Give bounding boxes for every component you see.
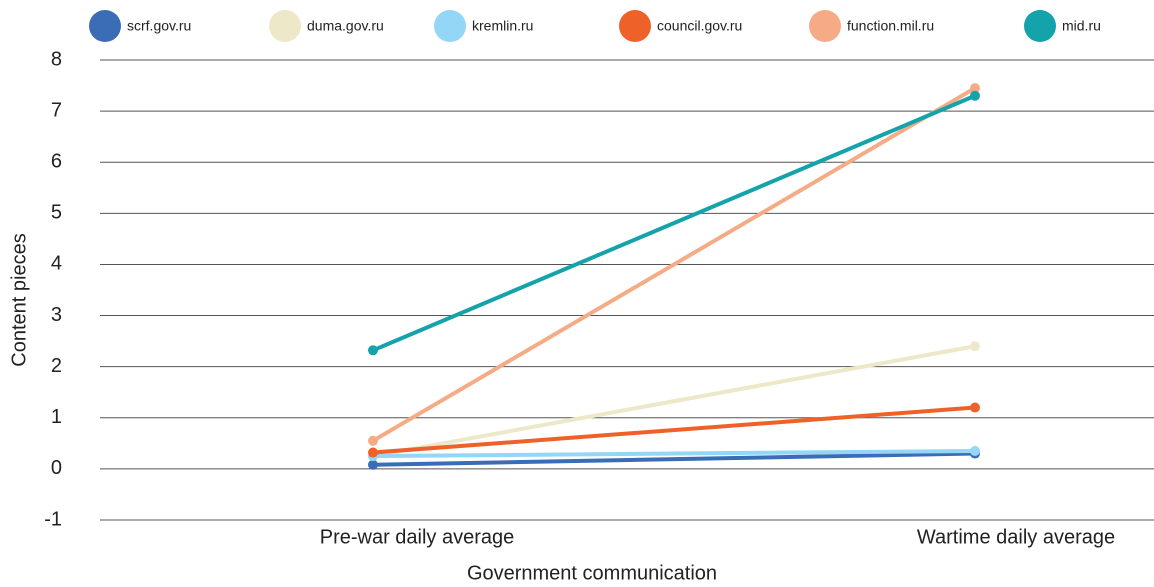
legend-label: function.mil.ru [847,18,934,34]
y-tick-label: 0 [51,457,62,479]
y-tick-label: 3 [51,304,62,326]
legend-swatch [269,10,301,42]
legend-label: scrf.gov.ru [127,18,191,34]
legend-label: duma.gov.ru [307,18,384,34]
series-line [372,451,976,467]
legend-label: kremlin.ru [472,18,533,34]
data-point [368,435,378,446]
legend-swatch [619,10,651,42]
legend-label: council.gov.ru [657,18,742,34]
legend-swatch [1024,10,1056,42]
y-tick-label: 4 [51,253,62,275]
data-point [368,459,378,470]
data-point [970,402,980,413]
y-axis-label: Content pieces [8,233,30,366]
series-line [371,86,977,443]
x-tick-label: Wartime daily average [917,526,1115,548]
data-point [368,447,378,458]
legend-swatch [809,10,841,42]
data-point [368,345,378,356]
data-point [970,83,980,94]
x-tick-label: Pre-war daily average [320,526,515,548]
y-tick-label: 5 [51,202,62,224]
series-line [372,449,976,459]
legend-swatch [89,10,121,42]
series-line [372,93,976,353]
y-tick-label: 2 [51,355,62,377]
y-tick-label: -1 [44,508,62,530]
series-line [372,405,976,455]
y-tick-label: 7 [51,99,62,121]
y-tick-label: 1 [51,406,62,428]
x-axis-label: Government communication [467,562,717,584]
legend-label: mid.ru [1062,18,1101,34]
data-point [970,446,980,456]
data-point [970,90,980,101]
data-point [970,341,980,352]
y-tick-label: 6 [51,151,62,173]
y-tick-label: 8 [51,48,62,70]
legend-swatch [434,10,466,42]
series-line [372,344,976,459]
